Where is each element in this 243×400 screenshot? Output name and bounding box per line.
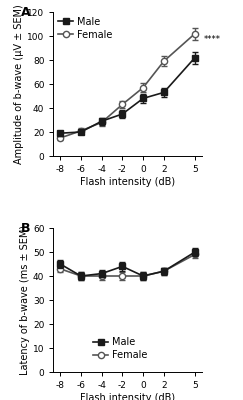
Y-axis label: Latency of b-wave (ms ± SEM): Latency of b-wave (ms ± SEM)	[20, 225, 30, 375]
Text: B: B	[21, 222, 30, 235]
Text: ****: ****	[204, 35, 221, 44]
Legend: Male, Female: Male, Female	[93, 337, 147, 360]
Text: A: A	[21, 6, 30, 19]
Legend: Male, Female: Male, Female	[58, 17, 112, 40]
X-axis label: Flash intensity (dB): Flash intensity (dB)	[80, 393, 175, 400]
X-axis label: Flash intensity (dB): Flash intensity (dB)	[80, 177, 175, 187]
Y-axis label: Amplitude of b-wave (μV ± SEM): Amplitude of b-wave (μV ± SEM)	[14, 4, 24, 164]
